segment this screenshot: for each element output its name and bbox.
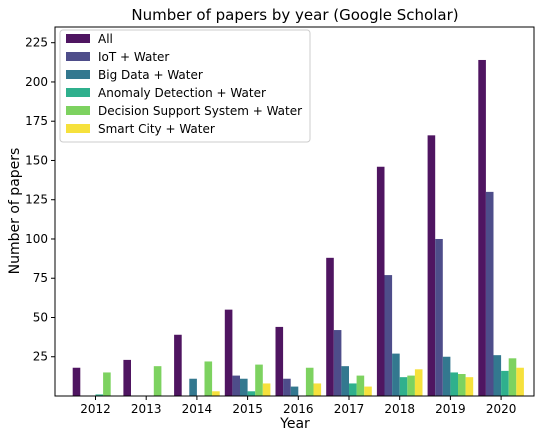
y-tick-label: 150 xyxy=(25,153,48,167)
bar xyxy=(516,367,524,396)
bar xyxy=(508,358,517,396)
x-tick-label: 2016 xyxy=(283,402,314,416)
y-axis-label: Number of papers xyxy=(7,148,23,275)
legend-entry-label: All xyxy=(98,32,113,46)
y-tick-label: 175 xyxy=(25,114,48,128)
bar xyxy=(465,377,474,396)
legend-swatch xyxy=(66,52,90,61)
bar xyxy=(341,366,349,396)
bar xyxy=(103,372,111,396)
bars-layer xyxy=(72,59,524,396)
bar xyxy=(458,374,466,396)
legend-swatch xyxy=(66,70,90,79)
bar xyxy=(333,330,342,396)
bar xyxy=(493,355,502,396)
bar xyxy=(485,191,494,396)
bar xyxy=(290,386,299,396)
bar xyxy=(326,257,334,396)
bar xyxy=(427,135,436,396)
bar xyxy=(275,326,284,396)
legend-swatch xyxy=(66,34,90,43)
bar xyxy=(232,375,240,396)
legend-entry-label: IoT + Water xyxy=(98,50,169,64)
y-tick-label: 200 xyxy=(25,75,48,89)
y-axis: 25 50 75 100 125 150 175 200 225 xyxy=(25,36,55,364)
bar xyxy=(123,359,131,396)
x-tick-label: 2013 xyxy=(131,402,162,416)
legend-swatch xyxy=(66,106,90,115)
bar xyxy=(305,367,314,396)
bar xyxy=(501,370,509,396)
x-tick-label: 2015 xyxy=(232,402,263,416)
bar xyxy=(442,356,451,396)
legend-entry-label: Anomaly Detection + Water xyxy=(98,86,266,100)
legend-entry-label: Big Data + Water xyxy=(98,68,203,82)
bar xyxy=(450,372,458,396)
bar xyxy=(224,309,233,396)
bar xyxy=(204,361,213,396)
x-tick-label: 2014 xyxy=(182,402,213,416)
bar xyxy=(95,394,104,396)
bar xyxy=(384,275,393,396)
bar xyxy=(349,383,357,396)
bar xyxy=(392,353,400,396)
x-tick-label: 2019 xyxy=(435,402,466,416)
legend: All IoT + Water Big Data + Water Anomaly De… xyxy=(59,29,311,143)
x-axis: 2012 2013 2014 2015 2016 2017 2018 2019 2020 xyxy=(80,396,516,416)
x-tick-label: 2012 xyxy=(80,402,111,416)
bar xyxy=(174,334,182,396)
bar xyxy=(247,391,256,396)
bar xyxy=(478,59,486,396)
bar xyxy=(240,378,248,396)
chart-title: Number of papers by year (Google Scholar… xyxy=(131,6,458,24)
legend-swatch xyxy=(66,88,90,97)
x-tick-label: 2017 xyxy=(334,402,365,416)
legend-entry-label: Decision Support System + Water xyxy=(98,104,302,118)
x-axis-label: Year xyxy=(279,416,310,432)
x-tick-label: 2018 xyxy=(384,402,415,416)
legend-swatch xyxy=(66,124,90,133)
plot-frame xyxy=(54,26,535,397)
bar xyxy=(407,375,415,396)
legend-box xyxy=(59,29,311,143)
bar xyxy=(283,378,291,396)
bar xyxy=(72,367,81,396)
bar xyxy=(414,369,423,396)
bar xyxy=(313,383,322,396)
bar xyxy=(399,377,408,396)
bar xyxy=(212,391,220,396)
bar xyxy=(364,386,372,396)
bar xyxy=(153,366,162,396)
bar xyxy=(189,378,197,396)
bar xyxy=(262,383,271,396)
y-tick-label: 50 xyxy=(33,310,48,324)
y-tick-label: 225 xyxy=(25,36,48,50)
y-tick-label: 25 xyxy=(33,350,48,364)
legend-entry-label: Smart City + Water xyxy=(98,122,215,136)
bar xyxy=(255,364,263,396)
y-tick-label: 100 xyxy=(25,232,48,246)
bar xyxy=(435,238,443,396)
bar xyxy=(356,375,365,396)
y-tick-label: 125 xyxy=(25,193,48,207)
y-tick-label: 75 xyxy=(33,271,48,285)
bar xyxy=(376,166,385,396)
x-tick-label: 2020 xyxy=(486,402,517,416)
